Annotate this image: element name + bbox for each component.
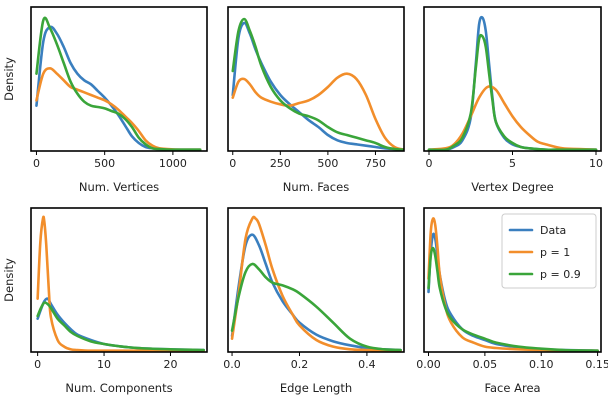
x-tick-label: 0 bbox=[229, 157, 236, 170]
plot-frame bbox=[423, 207, 602, 353]
series-line-p1 bbox=[427, 217, 599, 352]
x-tick-label: 0.00 bbox=[416, 358, 441, 371]
panel-2: 0 250 500 750 Num. Faces bbox=[227, 6, 405, 194]
series-line-p09 bbox=[231, 17, 404, 151]
legend-label-p09: p = 0.9 bbox=[540, 268, 581, 281]
x-tick-label: 250 bbox=[270, 157, 291, 170]
series-line-data bbox=[231, 21, 404, 151]
x-tick-label: 0.0 bbox=[223, 358, 241, 371]
legend-label-data: Data bbox=[540, 224, 566, 237]
y-axis-label: Density bbox=[2, 258, 16, 302]
series-line-data bbox=[35, 25, 202, 151]
series-line-p09 bbox=[230, 262, 402, 352]
series-line-p09 bbox=[36, 301, 205, 352]
x-tick-label: 750 bbox=[365, 157, 386, 170]
x-tick-label: 0 bbox=[33, 157, 40, 170]
curves bbox=[231, 17, 404, 151]
x-axis-label: Num. Vertices bbox=[79, 180, 159, 194]
x-tick-label: 500 bbox=[94, 157, 115, 170]
series-line-data bbox=[427, 15, 598, 151]
panel-5: 0.0 0.2 0.4 Edge Length bbox=[223, 207, 405, 395]
x-tick-label: 0.15 bbox=[585, 358, 608, 371]
x-tick-label: 0.05 bbox=[473, 358, 498, 371]
legend-label-p1: p = 1 bbox=[540, 246, 570, 259]
x-tick-label: 0 bbox=[34, 358, 41, 371]
series-line-p1 bbox=[230, 215, 402, 352]
x-tick-label: 0 bbox=[426, 157, 433, 170]
series-line-p09 bbox=[427, 246, 599, 352]
panel-4: 0 10 20 Num. Components Density bbox=[2, 207, 208, 395]
x-tick-label: 1000 bbox=[159, 157, 187, 170]
x-axis-label: Face Area bbox=[484, 381, 540, 395]
x-axis-label: Vertex Degree bbox=[471, 180, 553, 194]
x-axis-label: Num. Components bbox=[65, 381, 172, 395]
series-line-p1 bbox=[36, 215, 205, 352]
plot-frame bbox=[227, 6, 405, 152]
curves bbox=[427, 15, 598, 151]
plot-frame bbox=[30, 207, 208, 353]
curves bbox=[427, 217, 599, 352]
x-tick-label: 10 bbox=[97, 358, 111, 371]
series-line-p09 bbox=[427, 33, 598, 151]
series-line-p1 bbox=[427, 85, 598, 151]
panel-3: 0 5 10 Vertex Degree bbox=[423, 6, 603, 194]
x-tick-label: 0.4 bbox=[358, 358, 376, 371]
legend: Data p = 1 p = 0.9 bbox=[501, 213, 597, 289]
curves bbox=[36, 215, 205, 352]
x-axis-label: Edge Length bbox=[280, 381, 352, 395]
panel-6: 0.00 0.05 0.10 0.15 Face Area bbox=[416, 207, 608, 395]
x-tick-label: 20 bbox=[163, 358, 177, 371]
x-tick-label: 10 bbox=[589, 157, 603, 170]
x-axis-label: Num. Faces bbox=[283, 180, 349, 194]
series-line-p09 bbox=[35, 16, 202, 151]
x-tick-label: 0.2 bbox=[291, 358, 309, 371]
x-tick-label: 0.10 bbox=[529, 358, 554, 371]
legend-box bbox=[501, 213, 597, 289]
x-tick-label: 500 bbox=[317, 157, 338, 170]
curves bbox=[230, 215, 402, 352]
plot-frame bbox=[30, 6, 208, 152]
plot-frame bbox=[227, 207, 405, 353]
y-axis-label: Density bbox=[2, 57, 16, 101]
plot-frame bbox=[423, 6, 602, 152]
x-tick-label: 5 bbox=[509, 157, 516, 170]
series-line-p1 bbox=[35, 67, 202, 151]
series-line-p1 bbox=[231, 72, 404, 151]
curves bbox=[35, 16, 202, 151]
series-line-data bbox=[230, 233, 402, 352]
